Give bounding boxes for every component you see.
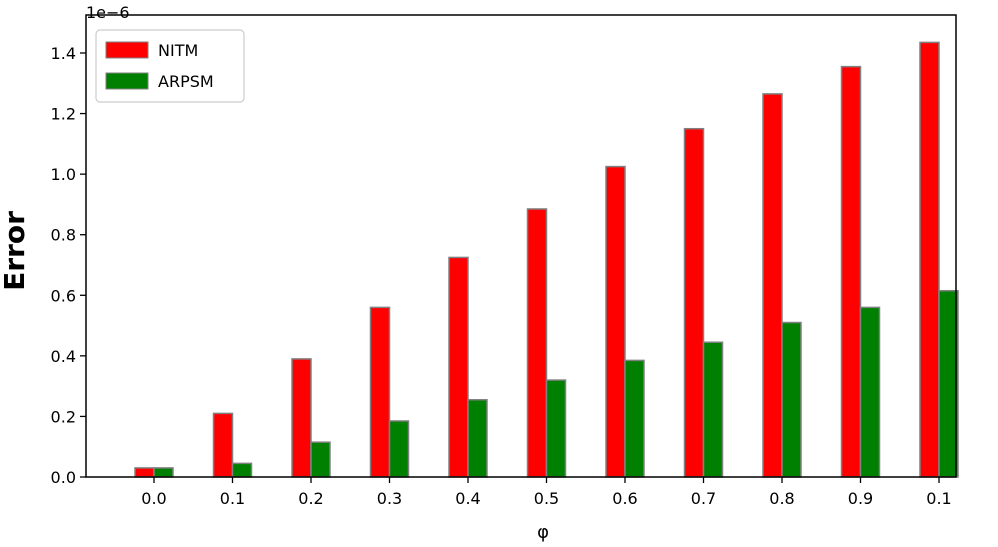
x-axis-title: φ xyxy=(537,522,549,543)
axes-layer: 0.0 0.2 0.4 0.6 0.8 1.0 1.2 1.4 0.0 0.1 0.2 0.3 0.4 0… xyxy=(51,14,957,508)
legend-label-nitm: NITM xyxy=(158,41,198,60)
bar-nitm-1 xyxy=(212,412,234,478)
bar-arpsm-1 xyxy=(231,462,253,478)
bar-nitm-2 xyxy=(291,358,312,478)
x-tick-label: 0.5 xyxy=(534,489,559,508)
x-tick-label: 0.6 xyxy=(612,489,637,508)
bar-arpsm-7 xyxy=(702,341,724,478)
bar-arpsm-3 xyxy=(388,420,410,478)
y-tick-label: 0.2 xyxy=(51,407,76,426)
bar-nitm-6 xyxy=(605,165,626,478)
bar-nitm-3 xyxy=(369,306,391,478)
bar-arpsm-0 xyxy=(153,467,174,478)
bar-arpsm-8 xyxy=(781,321,802,478)
bars-layer xyxy=(134,41,959,478)
y-axis-title: Error xyxy=(0,211,31,291)
x-tick-label: 0.7 xyxy=(691,489,716,508)
y-tick-label: 1.0 xyxy=(51,165,76,184)
x-tick-label: 0.2 xyxy=(298,489,323,508)
y-tick-label: 0.8 xyxy=(51,226,76,245)
x-tick-label: 0.3 xyxy=(377,489,402,508)
y-tick-label: 1.4 xyxy=(51,44,76,63)
y-axis-offset-label: 1e−6 xyxy=(86,3,130,22)
bar-arpsm-6 xyxy=(624,359,645,478)
x-tick-label: 0.8 xyxy=(769,489,794,508)
legend-label-arpsm: ARPSM xyxy=(158,72,214,91)
bar-arpsm-9 xyxy=(859,306,881,478)
legend-swatch-arpsm xyxy=(105,72,149,90)
x-tick-label: 0.4 xyxy=(455,489,480,508)
bar-nitm-5 xyxy=(526,208,548,478)
bar-nitm-10 xyxy=(919,41,940,478)
y-tick-label: 0.4 xyxy=(51,347,76,366)
bar-nitm-0 xyxy=(134,467,155,478)
legend-swatch-nitm xyxy=(105,41,149,59)
legend: NITM ARPSM xyxy=(95,29,245,103)
bar-arpsm-5 xyxy=(545,379,567,478)
bar-nitm-9 xyxy=(840,65,862,478)
bar-nitm-4 xyxy=(448,256,469,478)
bar-arpsm-10 xyxy=(938,289,959,478)
y-tick-label: 0.0 xyxy=(51,468,76,487)
y-tick-label: 1.2 xyxy=(51,105,76,124)
x-tick-label: 0.9 xyxy=(848,489,873,508)
x-tick-label: 0.1 xyxy=(220,489,245,508)
bar-nitm-8 xyxy=(762,93,783,478)
bar-arpsm-2 xyxy=(310,441,331,478)
x-tick-label: 0.1 xyxy=(926,489,951,508)
bar-arpsm-4 xyxy=(467,399,488,478)
bar-nitm-7 xyxy=(683,127,705,478)
x-tick-label: 0.0 xyxy=(141,489,166,508)
plot-frame xyxy=(85,14,957,478)
y-tick-label: 0.6 xyxy=(51,286,76,305)
